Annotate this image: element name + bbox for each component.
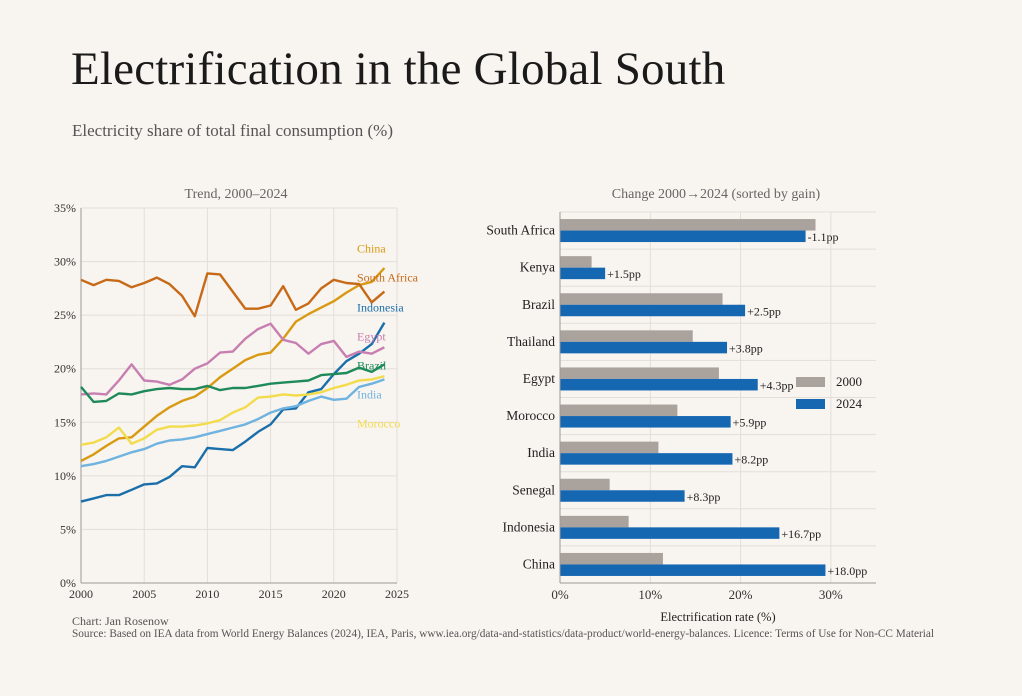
series-line-morocco xyxy=(80,375,385,446)
x-tick-label: 2020 xyxy=(322,587,346,601)
series-label-china: China xyxy=(357,242,386,256)
legend-label-2024: 2024 xyxy=(836,396,863,411)
series-label-brazil: Brazil xyxy=(357,359,387,373)
series-line-south-africa xyxy=(80,272,386,318)
x-tick-label: 2005 xyxy=(132,587,156,601)
chart-credit: Chart: Jan Rosenow xyxy=(72,614,169,628)
series-line-brazil xyxy=(80,363,386,404)
change-label: +8.3pp xyxy=(687,490,721,504)
bar-2000 xyxy=(560,367,719,379)
legend-label-2000: 2000 xyxy=(836,374,862,389)
bar-chart-title: Change 2000→2024 (sorted by gain) xyxy=(612,187,821,202)
bar-2000 xyxy=(560,478,610,491)
category-label: Senegal xyxy=(512,482,555,497)
y-tick-label: 20% xyxy=(54,362,76,376)
x-tick-label: 2000 xyxy=(69,587,93,601)
legend-swatch-2024 xyxy=(796,399,825,409)
change-label: +1.5pp xyxy=(607,267,641,281)
series-label-indonesia: Indonesia xyxy=(357,301,404,315)
x-axis-label: Electrification rate (%) xyxy=(660,610,775,624)
series-line-india xyxy=(80,378,385,468)
x-tick-label: 2010 xyxy=(195,587,219,601)
bar-2000 xyxy=(560,219,816,231)
bar-2024 xyxy=(560,378,758,391)
y-tick-label: 25% xyxy=(54,308,76,322)
change-label: +2.5pp xyxy=(747,304,781,318)
change-label: +4.3pp xyxy=(760,378,794,392)
y-tick-label: 0% xyxy=(60,576,76,590)
line-chart-title: Trend, 2000–2024 xyxy=(185,187,288,202)
bar-2000 xyxy=(560,441,659,454)
x-tick-label: 20% xyxy=(729,587,753,602)
bar-2024 xyxy=(560,416,731,428)
x-tick-label: 2025 xyxy=(385,587,409,601)
series-label-morocco: Morocco xyxy=(357,416,400,430)
x-tick-label: 10% xyxy=(638,587,662,602)
y-tick-label: 10% xyxy=(54,469,76,483)
series-line-egypt xyxy=(80,322,385,396)
bar-2000 xyxy=(560,330,693,342)
y-tick-label: 30% xyxy=(54,255,76,269)
change-label: -1.1pp xyxy=(808,230,839,244)
x-tick-label: 2015 xyxy=(259,587,283,601)
bar-2024 xyxy=(560,564,826,576)
change-label: +8.2pp xyxy=(734,453,768,467)
category-label: South Africa xyxy=(486,223,555,238)
change-label: +3.8pp xyxy=(729,341,763,355)
trend-line-chart: Trend, 2000–2024 0% 5% 10% 15% 20% 25% 30% 35% 20… xyxy=(54,187,419,601)
category-label: Thailand xyxy=(507,334,555,349)
bar-2024 xyxy=(560,230,806,243)
y-tick-label: 15% xyxy=(54,415,76,429)
category-label: Indonesia xyxy=(503,519,555,534)
bar-2024 xyxy=(560,527,780,539)
legend-swatch-2000 xyxy=(796,377,825,387)
category-label: Brazil xyxy=(522,297,555,312)
change-label: +5.9pp xyxy=(733,416,767,430)
x-tick-label: 0% xyxy=(551,587,569,602)
bar-2000 xyxy=(560,552,663,565)
change-bar-chart: Change 2000→2024 (sorted by gain) 0% 10% 20… xyxy=(486,187,876,624)
series-line-china xyxy=(80,267,386,462)
source-note: Source: Based on IEA data from World Ene… xyxy=(72,628,935,640)
category-label: China xyxy=(523,556,555,571)
page-subtitle: Electricity share of total final consump… xyxy=(72,121,394,140)
bar-2024 xyxy=(560,267,606,280)
bar-2024 xyxy=(560,490,685,502)
category-label: India xyxy=(527,445,555,460)
series-label-south-africa: South Africa xyxy=(357,271,419,285)
bar-2024 xyxy=(560,341,728,354)
bar-2000 xyxy=(560,293,723,305)
bar-2000 xyxy=(560,515,629,528)
series-label-india: India xyxy=(357,387,382,401)
bar-2024 xyxy=(560,453,733,465)
category-label: Egypt xyxy=(523,371,555,386)
page-title: Electrification in the Global South xyxy=(71,43,726,95)
change-label: +18.0pp xyxy=(827,564,867,578)
y-tick-label: 5% xyxy=(60,522,76,536)
change-label: +16.7pp xyxy=(781,527,821,541)
bar-2000 xyxy=(560,256,592,268)
series-label-egypt: Egypt xyxy=(357,330,386,344)
x-tick-label: 30% xyxy=(819,587,843,602)
category-label: Kenya xyxy=(520,260,555,275)
bar-2000 xyxy=(560,404,678,417)
bar-2024 xyxy=(560,304,746,317)
y-tick-label: 35% xyxy=(54,201,76,215)
category-label: Morocco xyxy=(506,408,555,423)
